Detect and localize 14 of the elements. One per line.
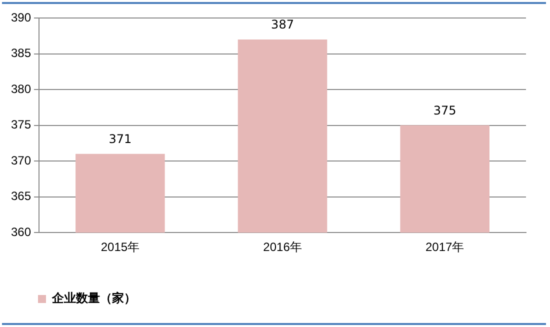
y-tick-label: 385 (10, 46, 32, 60)
data-label: 387 (271, 18, 294, 32)
legend-label: 企业数量（家） (51, 291, 136, 306)
y-tick-label: 380 (10, 82, 32, 96)
data-label: 375 (433, 103, 456, 118)
y-tick-label: 390 (10, 10, 32, 24)
x-tick-label: 2017年 (425, 240, 464, 254)
x-tick-label: 2015年 (100, 240, 140, 254)
y-tick-label: 375 (10, 118, 32, 132)
data-label: 371 (108, 132, 132, 146)
y-tick-label: 370 (10, 153, 32, 168)
x-tick-label: 2016年 (263, 240, 302, 254)
y-tick-label: 360 (10, 224, 32, 239)
y-tick-label: 365 (10, 189, 32, 204)
